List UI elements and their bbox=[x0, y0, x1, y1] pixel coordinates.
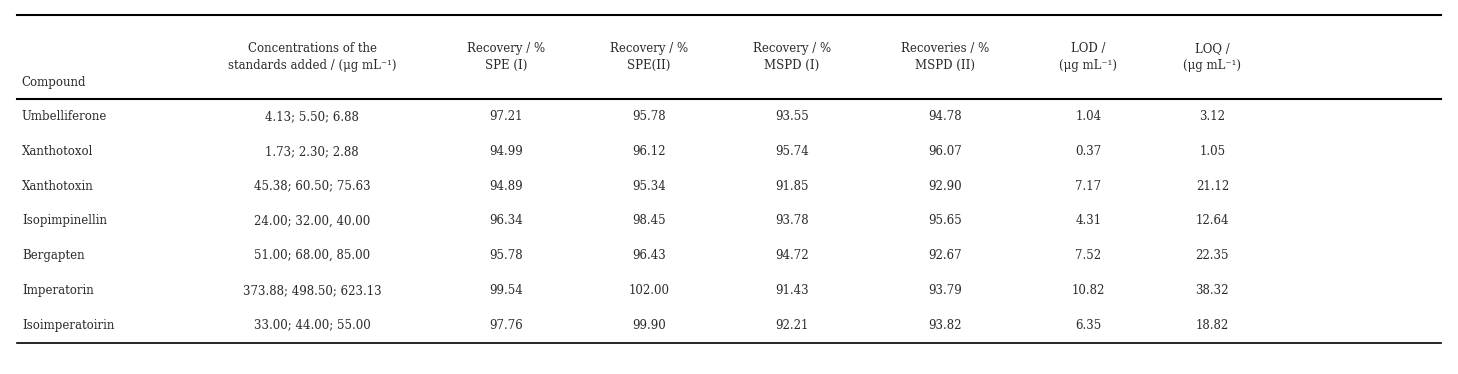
Text: 92.67: 92.67 bbox=[927, 249, 962, 262]
Text: Concentrations of the
standards added / (μg mL⁻¹): Concentrations of the standards added / … bbox=[227, 42, 397, 72]
Text: LOD /
(μg mL⁻¹): LOD / (μg mL⁻¹) bbox=[1060, 42, 1117, 72]
Text: 97.21: 97.21 bbox=[490, 110, 522, 123]
Text: 94.99: 94.99 bbox=[488, 145, 523, 158]
Text: 373.88; 498.50; 623.13: 373.88; 498.50; 623.13 bbox=[242, 284, 382, 297]
Text: 0.37: 0.37 bbox=[1075, 145, 1102, 158]
Text: 38.32: 38.32 bbox=[1196, 284, 1229, 297]
Text: 94.89: 94.89 bbox=[488, 180, 523, 193]
Text: Recoveries / %
MSPD (II): Recoveries / % MSPD (II) bbox=[901, 42, 989, 72]
Text: 102.00: 102.00 bbox=[628, 284, 669, 297]
Text: Isoimperatoirin: Isoimperatoirin bbox=[22, 319, 114, 332]
Text: 92.90: 92.90 bbox=[927, 180, 962, 193]
Text: 95.65: 95.65 bbox=[927, 214, 962, 227]
Text: Umbelliferone: Umbelliferone bbox=[22, 110, 108, 123]
Text: 95.34: 95.34 bbox=[631, 180, 666, 193]
Text: 45.38; 60.50; 75.63: 45.38; 60.50; 75.63 bbox=[254, 180, 370, 193]
Text: 97.76: 97.76 bbox=[488, 319, 523, 332]
Text: Xanthotoxol: Xanthotoxol bbox=[22, 145, 93, 158]
Text: 96.34: 96.34 bbox=[488, 214, 523, 227]
Text: 7.52: 7.52 bbox=[1076, 249, 1101, 262]
Text: 18.82: 18.82 bbox=[1196, 319, 1229, 332]
Text: 4.13; 5.50; 6.88: 4.13; 5.50; 6.88 bbox=[265, 110, 359, 123]
Text: 1.04: 1.04 bbox=[1076, 110, 1101, 123]
Text: Isopimpinellin: Isopimpinellin bbox=[22, 214, 106, 227]
Text: 92.21: 92.21 bbox=[776, 319, 808, 332]
Text: 99.54: 99.54 bbox=[488, 284, 523, 297]
Text: 12.64: 12.64 bbox=[1196, 214, 1229, 227]
Text: 22.35: 22.35 bbox=[1196, 249, 1229, 262]
Text: 93.79: 93.79 bbox=[927, 284, 962, 297]
Text: Bergapten: Bergapten bbox=[22, 249, 85, 262]
Text: Recovery / %
SPE(II): Recovery / % SPE(II) bbox=[609, 42, 688, 72]
Text: 96.43: 96.43 bbox=[631, 249, 666, 262]
Text: 7.17: 7.17 bbox=[1076, 180, 1101, 193]
Text: 95.78: 95.78 bbox=[631, 110, 666, 123]
Text: 98.45: 98.45 bbox=[631, 214, 666, 227]
Text: 24.00; 32.00, 40.00: 24.00; 32.00, 40.00 bbox=[254, 214, 370, 227]
Text: 51.00; 68.00, 85.00: 51.00; 68.00, 85.00 bbox=[254, 249, 370, 262]
Text: 6.35: 6.35 bbox=[1075, 319, 1102, 332]
Text: 4.31: 4.31 bbox=[1076, 214, 1101, 227]
Text: 91.85: 91.85 bbox=[776, 180, 808, 193]
Text: 96.12: 96.12 bbox=[633, 145, 665, 158]
Text: 21.12: 21.12 bbox=[1196, 180, 1229, 193]
Text: Imperatorin: Imperatorin bbox=[22, 284, 93, 297]
Text: 1.73; 2.30; 2.88: 1.73; 2.30; 2.88 bbox=[265, 145, 359, 158]
Text: 95.78: 95.78 bbox=[488, 249, 523, 262]
Text: LOQ /
(μg mL⁻¹): LOQ / (μg mL⁻¹) bbox=[1184, 42, 1241, 72]
Text: 10.82: 10.82 bbox=[1072, 284, 1105, 297]
Text: 33.00; 44.00; 55.00: 33.00; 44.00; 55.00 bbox=[254, 319, 370, 332]
Text: 91.43: 91.43 bbox=[774, 284, 809, 297]
Text: 99.90: 99.90 bbox=[631, 319, 666, 332]
Text: Recovery / %
MSPD (I): Recovery / % MSPD (I) bbox=[752, 42, 831, 72]
Text: 93.82: 93.82 bbox=[929, 319, 961, 332]
Text: 93.78: 93.78 bbox=[774, 214, 809, 227]
Text: 95.74: 95.74 bbox=[774, 145, 809, 158]
Text: 3.12: 3.12 bbox=[1200, 110, 1225, 123]
Text: Recovery / %
SPE (I): Recovery / % SPE (I) bbox=[467, 42, 545, 72]
Text: 1.05: 1.05 bbox=[1200, 145, 1225, 158]
Text: 93.55: 93.55 bbox=[774, 110, 809, 123]
Text: Xanthotoxin: Xanthotoxin bbox=[22, 180, 93, 193]
Text: Compound: Compound bbox=[22, 76, 86, 89]
Text: 96.07: 96.07 bbox=[927, 145, 962, 158]
Text: 94.78: 94.78 bbox=[927, 110, 962, 123]
Text: 94.72: 94.72 bbox=[774, 249, 809, 262]
